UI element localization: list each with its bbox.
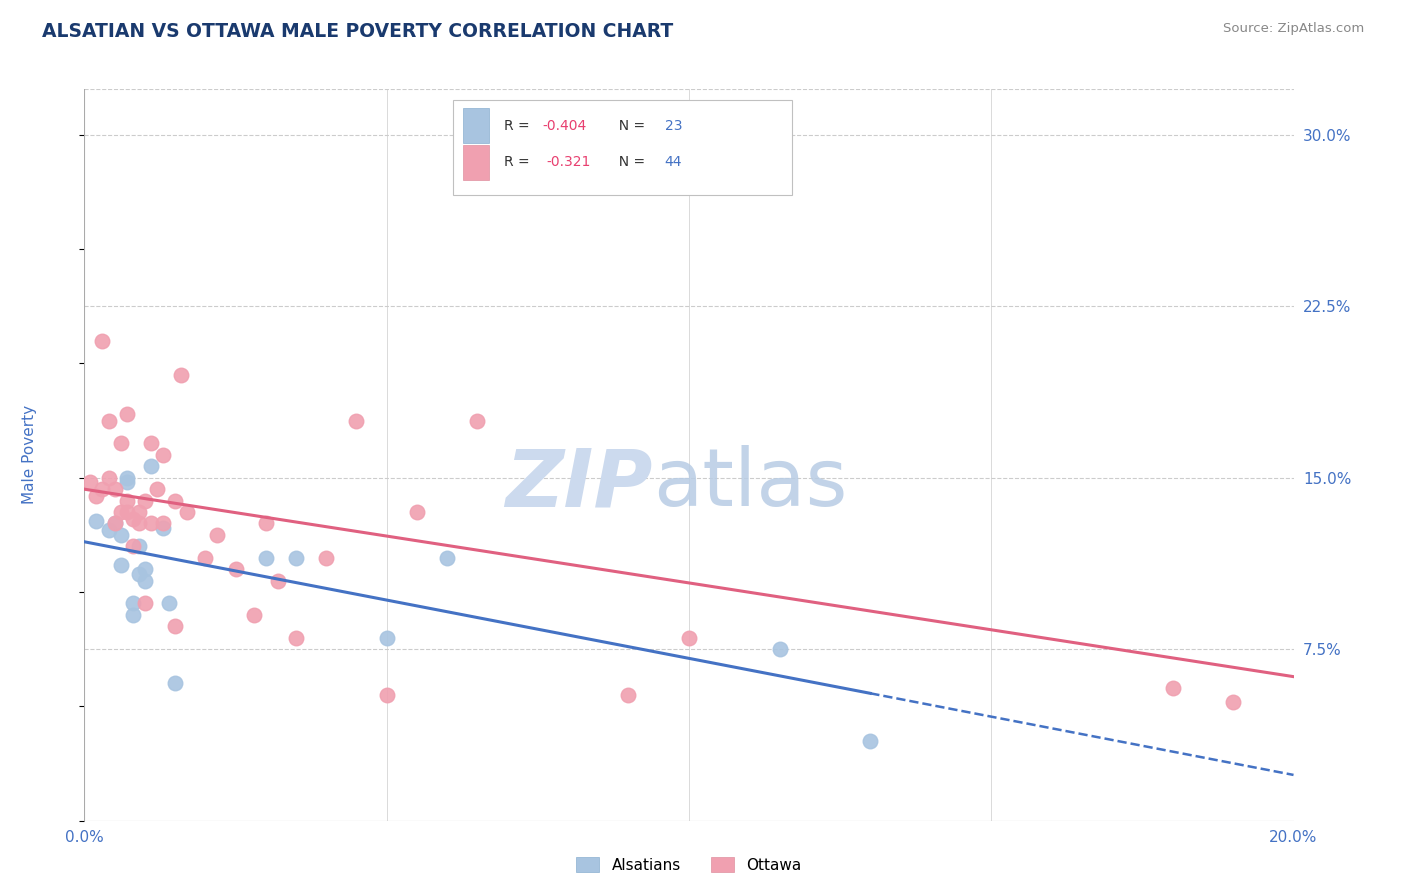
- Point: [110, 436, 132, 450]
- Point: [128, 516, 150, 531]
- Point: [134, 574, 156, 588]
- Point: [115, 505, 138, 519]
- Point: [115, 471, 138, 485]
- Point: [165, 493, 187, 508]
- Point: [165, 676, 187, 690]
- Text: 23: 23: [665, 119, 682, 133]
- Point: [678, 631, 700, 645]
- Text: 44: 44: [665, 155, 682, 169]
- Text: Source: ZipAtlas.com: Source: ZipAtlas.com: [1223, 22, 1364, 36]
- Point: [115, 475, 138, 490]
- Point: [254, 516, 277, 531]
- Text: N =: N =: [610, 155, 650, 169]
- Point: [121, 597, 143, 611]
- Point: [254, 550, 277, 565]
- Point: [285, 550, 308, 565]
- Point: [152, 521, 174, 535]
- Text: N =: N =: [610, 119, 650, 133]
- Point: [769, 642, 792, 657]
- FancyBboxPatch shape: [453, 100, 792, 195]
- Point: [436, 550, 458, 565]
- Point: [121, 607, 143, 622]
- Point: [207, 528, 229, 542]
- Point: [346, 414, 368, 428]
- Point: [146, 482, 169, 496]
- Point: [104, 516, 127, 531]
- Point: [134, 493, 156, 508]
- Legend: Alsatians, Ottawa: Alsatians, Ottawa: [571, 851, 807, 879]
- Point: [121, 539, 143, 553]
- Point: [97, 414, 120, 428]
- Text: -0.321: -0.321: [547, 155, 591, 169]
- Point: [115, 407, 138, 421]
- Point: [115, 493, 138, 508]
- FancyBboxPatch shape: [463, 108, 489, 144]
- Point: [170, 368, 193, 382]
- Point: [225, 562, 247, 576]
- Point: [110, 558, 132, 572]
- Point: [128, 505, 150, 519]
- Point: [375, 688, 398, 702]
- Point: [467, 414, 489, 428]
- Point: [128, 539, 150, 553]
- Point: [267, 574, 290, 588]
- Point: [375, 631, 398, 645]
- Point: [139, 459, 162, 474]
- Point: [139, 516, 162, 531]
- Point: [104, 482, 127, 496]
- Point: [1161, 681, 1184, 695]
- Point: [121, 512, 143, 526]
- Point: [134, 562, 156, 576]
- Text: -0.404: -0.404: [543, 119, 586, 133]
- Point: [97, 524, 120, 538]
- Point: [86, 489, 108, 503]
- Point: [617, 688, 640, 702]
- Point: [128, 566, 150, 581]
- Point: [110, 505, 132, 519]
- FancyBboxPatch shape: [463, 145, 489, 180]
- Point: [176, 505, 198, 519]
- Text: atlas: atlas: [652, 445, 846, 524]
- Point: [110, 528, 132, 542]
- Point: [152, 448, 174, 462]
- Point: [97, 471, 120, 485]
- Point: [285, 631, 308, 645]
- Point: [79, 475, 101, 490]
- Point: [134, 597, 156, 611]
- Text: Male Poverty: Male Poverty: [22, 405, 38, 505]
- Point: [91, 334, 114, 348]
- Point: [194, 550, 217, 565]
- Text: R =: R =: [503, 155, 538, 169]
- Point: [165, 619, 187, 633]
- Point: [859, 733, 882, 747]
- Point: [91, 482, 114, 496]
- Point: [104, 516, 127, 531]
- Point: [139, 436, 162, 450]
- Point: [315, 550, 337, 565]
- Text: ZIP: ZIP: [505, 445, 652, 524]
- Point: [242, 607, 264, 622]
- Point: [1222, 695, 1244, 709]
- Point: [157, 597, 180, 611]
- Text: ALSATIAN VS OTTAWA MALE POVERTY CORRELATION CHART: ALSATIAN VS OTTAWA MALE POVERTY CORRELAT…: [42, 22, 673, 41]
- Point: [152, 516, 174, 531]
- Text: R =: R =: [503, 119, 534, 133]
- Point: [86, 514, 108, 528]
- Point: [406, 505, 429, 519]
